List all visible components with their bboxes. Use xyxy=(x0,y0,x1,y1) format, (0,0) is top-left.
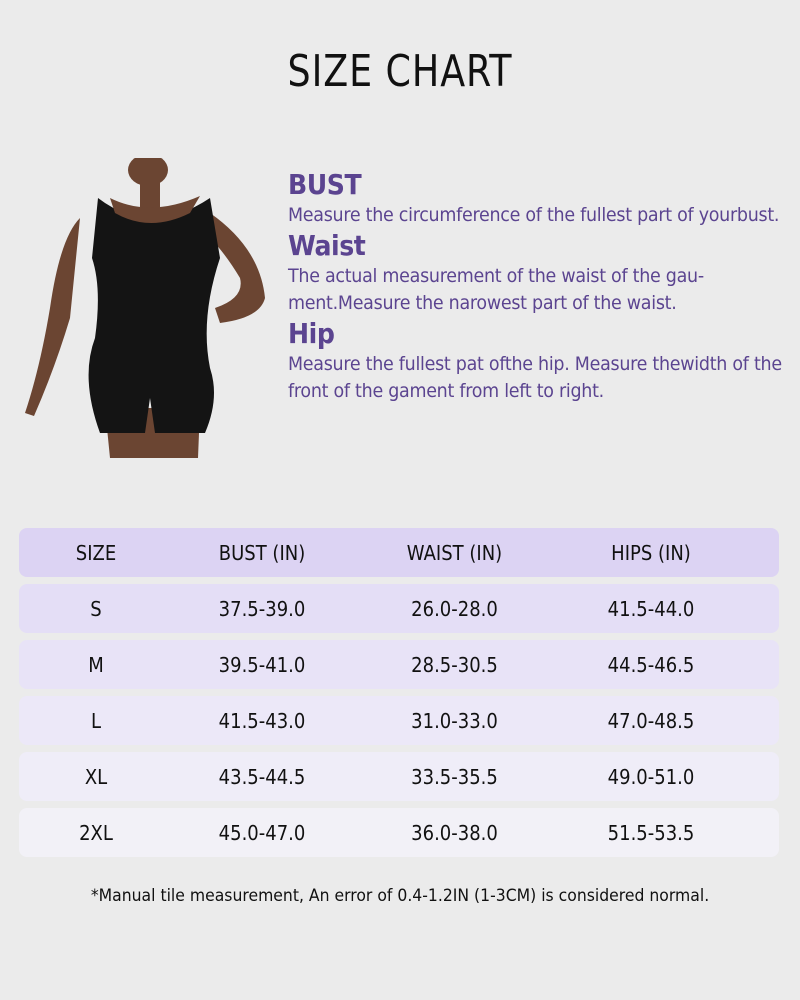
waist-cell: 26.0-28.0 xyxy=(411,596,498,621)
waist-heading: Waist xyxy=(288,229,366,262)
size-cell: L xyxy=(90,708,102,733)
bust-cell: 39.5-41.0 xyxy=(218,652,306,677)
size-cell: 2XL xyxy=(79,820,113,845)
hip-heading: Hip xyxy=(288,317,335,350)
hip-text: Measure the fullest pat ofthe hip. Measu… xyxy=(288,353,782,402)
size-cell: S xyxy=(90,596,102,621)
bust-text: Measure the circumference of the fullest… xyxy=(288,204,780,226)
page-title: SIZE CHART xyxy=(287,46,513,97)
table-header: SIZE BUST (IN) WAIST (IN) HIPS (IN) xyxy=(19,528,779,577)
waist-text: The actual measurement of the waist of t… xyxy=(288,265,704,314)
size-cell: XL xyxy=(84,764,108,789)
bust-cell: 45.0-47.0 xyxy=(218,820,306,845)
waist-cell: 36.0-38.0 xyxy=(411,820,498,845)
hips-cell: 47.0-48.5 xyxy=(607,708,695,733)
hips-cell: 41.5-44.0 xyxy=(607,596,695,621)
header-cell: SIZE xyxy=(75,540,117,565)
table-row: S 37.5-39.0 26.0-28.0 41.5-44.0 xyxy=(19,584,779,633)
size-cell: M xyxy=(88,652,104,677)
header-cell: BUST (IN) xyxy=(218,540,306,565)
size-table: SIZE BUST (IN) WAIST (IN) HIPS (IN) S 37… xyxy=(19,528,779,864)
table-row: M 39.5-41.0 28.5-30.5 44.5-46.5 xyxy=(19,640,779,689)
measurement-guide: BUST Measure the circumference of the fu… xyxy=(288,168,782,405)
hips-cell: 49.0-51.0 xyxy=(607,764,695,789)
bust-heading: BUST xyxy=(288,168,362,201)
table-row: XL 43.5-44.5 33.5-35.5 49.0-51.0 xyxy=(19,752,779,801)
waist-cell: 33.5-35.5 xyxy=(411,764,498,789)
bust-cell: 41.5-43.0 xyxy=(218,708,306,733)
model-image xyxy=(25,158,265,458)
waist-cell: 31.0-33.0 xyxy=(411,708,498,733)
bust-cell: 43.5-44.5 xyxy=(218,764,306,789)
bust-cell: 37.5-39.0 xyxy=(218,596,306,621)
footnote: *Manual tile measurement, An error of 0.… xyxy=(90,886,710,906)
table-row: L 41.5-43.0 31.0-33.0 47.0-48.5 xyxy=(19,696,779,745)
waist-cell: 28.5-30.5 xyxy=(411,652,498,677)
header-cell: WAIST (IN) xyxy=(406,540,503,565)
header-cell: HIPS (IN) xyxy=(611,540,691,565)
hips-cell: 51.5-53.5 xyxy=(607,820,695,845)
table-row: 2XL 45.0-47.0 36.0-38.0 51.5-53.5 xyxy=(19,808,779,857)
hips-cell: 44.5-46.5 xyxy=(607,652,695,677)
